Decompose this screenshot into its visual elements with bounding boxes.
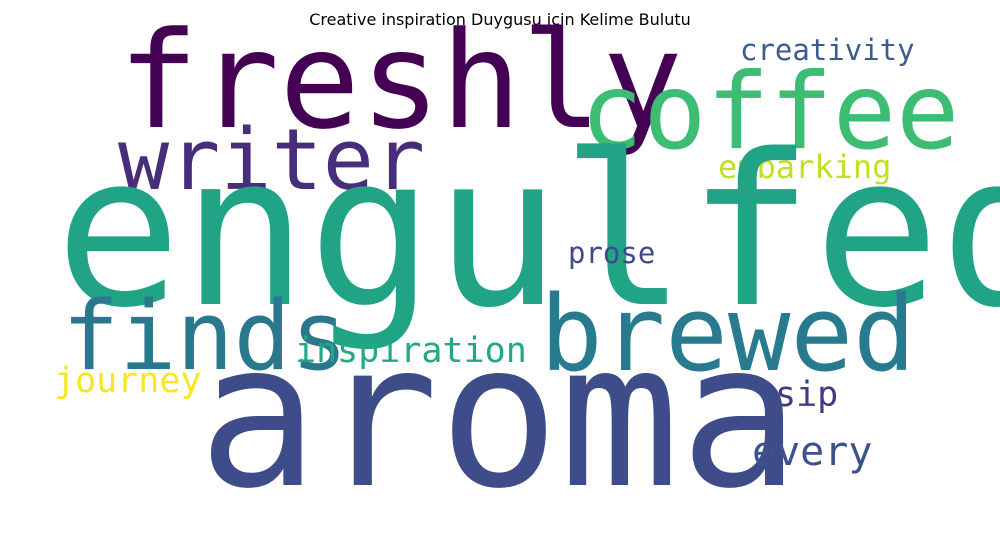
word-coffee: coffee: [580, 51, 960, 173]
word-inspiration: inspiration: [295, 331, 527, 371]
word-sip: sip: [775, 375, 839, 415]
word-embarking: embarking: [718, 148, 892, 186]
word-engulfed: engulfed: [55, 109, 1000, 354]
word-finds: finds: [62, 282, 348, 392]
word-aroma: aroma: [198, 300, 801, 533]
word-cloud: freshly coffee writer creativity embarki…: [54, 3, 1000, 517]
word-creativity: creativity: [740, 33, 915, 67]
word-journey: journey: [54, 361, 202, 401]
word-writer: writer: [118, 111, 426, 210]
word-brewed: brewed: [540, 273, 916, 395]
word-prose: prose: [568, 236, 656, 270]
word-every: every: [752, 429, 873, 475]
word-freshly: freshly: [118, 3, 683, 159]
chart-title: Creative inspiration Duygusu için Kelime…: [309, 10, 691, 29]
